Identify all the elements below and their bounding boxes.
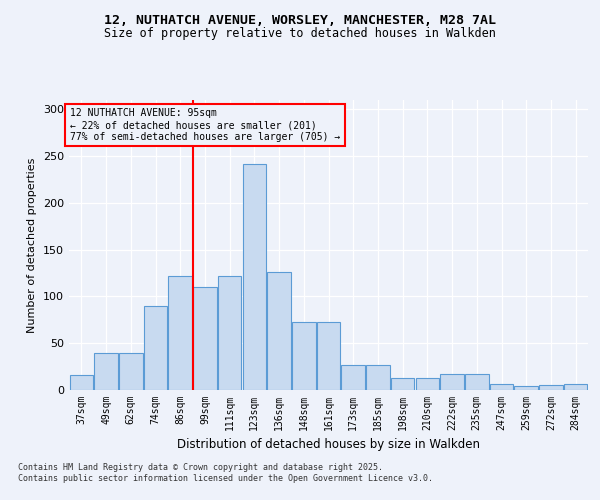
Bar [490, 384, 513, 390]
Bar [514, 386, 538, 390]
Text: Contains public sector information licensed under the Open Government Licence v3: Contains public sector information licen… [18, 474, 433, 483]
Bar [465, 374, 488, 390]
Bar [242, 164, 266, 390]
Bar [70, 375, 93, 390]
Bar [94, 352, 118, 390]
Bar [144, 306, 167, 390]
Bar [317, 322, 340, 390]
Bar [416, 378, 439, 390]
Bar [391, 378, 415, 390]
Bar [169, 276, 192, 390]
Bar [539, 386, 563, 390]
Y-axis label: Number of detached properties: Number of detached properties [28, 158, 37, 332]
Text: Size of property relative to detached houses in Walkden: Size of property relative to detached ho… [104, 28, 496, 40]
Bar [119, 352, 143, 390]
Bar [366, 364, 389, 390]
Bar [268, 272, 291, 390]
Text: 12, NUTHATCH AVENUE, WORSLEY, MANCHESTER, M28 7AL: 12, NUTHATCH AVENUE, WORSLEY, MANCHESTER… [104, 14, 496, 27]
Bar [564, 384, 587, 390]
Bar [341, 364, 365, 390]
Text: Contains HM Land Registry data © Crown copyright and database right 2025.: Contains HM Land Registry data © Crown c… [18, 462, 383, 471]
Bar [218, 276, 241, 390]
Bar [292, 322, 316, 390]
Bar [440, 374, 464, 390]
X-axis label: Distribution of detached houses by size in Walkden: Distribution of detached houses by size … [177, 438, 480, 452]
Text: 12 NUTHATCH AVENUE: 95sqm
← 22% of detached houses are smaller (201)
77% of semi: 12 NUTHATCH AVENUE: 95sqm ← 22% of detac… [70, 108, 340, 142]
Bar [193, 287, 217, 390]
